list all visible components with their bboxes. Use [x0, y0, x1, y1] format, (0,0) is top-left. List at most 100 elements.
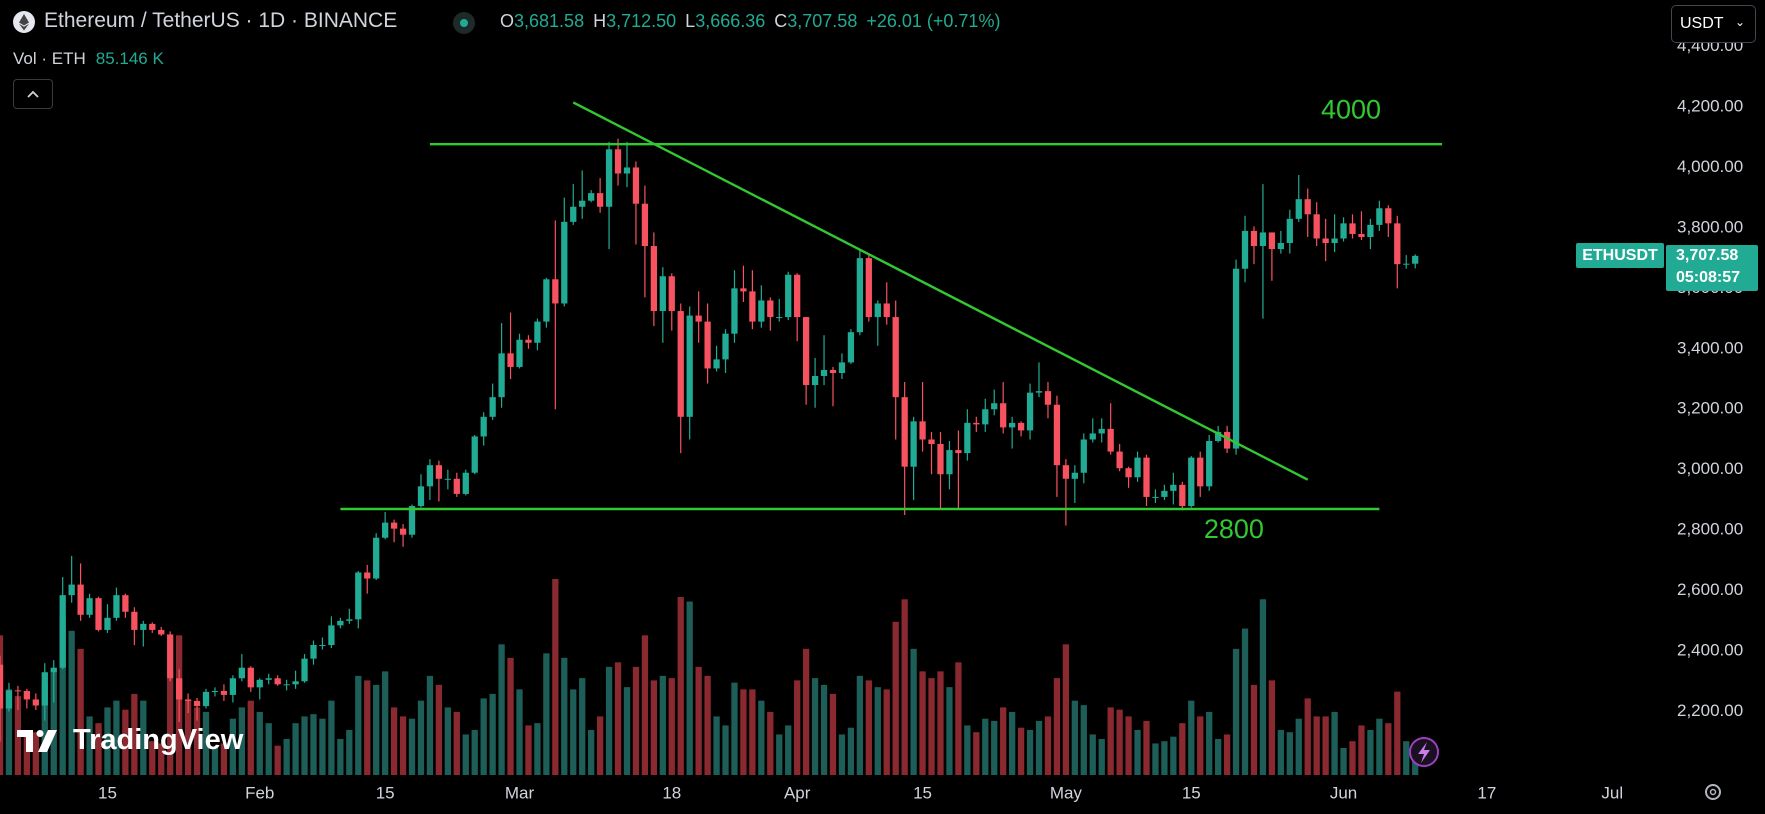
candle-body	[588, 193, 595, 201]
candle-body	[1358, 233, 1365, 237]
volume-value: 85.146 K	[95, 49, 164, 68]
volume-bar	[749, 689, 756, 775]
volume-bar	[1071, 700, 1078, 775]
volume-bar	[1412, 755, 1419, 775]
status-dot	[460, 19, 468, 27]
lightning-button[interactable]	[1409, 737, 1439, 767]
candle-body	[1277, 243, 1284, 250]
volume-bar	[1232, 648, 1240, 775]
candle-body	[1241, 230, 1249, 269]
candle-body	[614, 149, 622, 174]
candle-body	[319, 645, 326, 647]
candle-body	[525, 339, 532, 343]
candle-body	[95, 598, 102, 630]
x-tick-label: 17	[1477, 783, 1496, 802]
ethereum-icon	[12, 10, 36, 39]
volume-bar	[829, 693, 837, 775]
volume-bar	[489, 693, 496, 775]
volume-bar	[928, 678, 935, 775]
candle-body	[1232, 268, 1240, 449]
volume-bar	[534, 723, 541, 775]
volume-bar	[1161, 741, 1168, 775]
candle-body	[1134, 457, 1141, 478]
x-tick-label: 18	[662, 783, 681, 802]
candle-body	[1107, 428, 1114, 452]
y-tick-label: 3,400.00	[1677, 338, 1743, 357]
volume-bar	[1197, 716, 1204, 775]
chevron-path	[27, 90, 39, 98]
volume-bar	[901, 599, 908, 775]
volume-layer	[0, 578, 1419, 775]
collapse-button[interactable]	[13, 79, 53, 109]
volume-bar	[588, 729, 595, 775]
volume-bar	[1295, 718, 1302, 775]
volume-bar	[68, 630, 75, 775]
symbol-title[interactable]: Ethereum / TetherUS · 1D · BINANCE	[44, 9, 398, 32]
volume-bar	[1098, 738, 1105, 775]
candle-body	[1268, 232, 1276, 250]
volume-bar	[516, 689, 523, 775]
candle-body	[820, 369, 828, 377]
volume-bar	[659, 675, 666, 775]
candle-body	[1125, 468, 1132, 478]
candle-body	[489, 397, 496, 417]
candle-body	[534, 321, 541, 343]
lightning-icon	[1418, 742, 1430, 763]
volume-bar	[883, 689, 890, 775]
gear-hub	[1709, 788, 1717, 796]
volume-bar	[480, 698, 487, 775]
candle-body	[229, 678, 237, 695]
candle-body	[946, 450, 953, 475]
volume-bar	[158, 743, 165, 775]
volume-legend: Vol · ETH 85.146 K	[13, 49, 164, 69]
volume-bar	[1286, 732, 1293, 775]
candle-body	[444, 478, 451, 480]
volume-bar	[847, 727, 855, 775]
candle-body	[1331, 238, 1338, 244]
candle-body	[1089, 433, 1096, 440]
volume-bar	[632, 666, 640, 775]
change: +26.01 (+0.71%)	[866, 11, 1001, 31]
candle-body	[1349, 223, 1356, 234]
volume-bar	[50, 671, 57, 775]
volume-bar	[462, 734, 469, 775]
settings-button[interactable]	[1705, 784, 1721, 800]
gear-ring	[1705, 784, 1721, 800]
candle-body	[274, 678, 281, 685]
currency-select[interactable]: USDT ⌄	[1671, 5, 1756, 43]
candle-body	[561, 221, 568, 304]
candle-body	[1250, 230, 1258, 247]
market-status[interactable]	[452, 11, 476, 40]
candle-body	[140, 623, 147, 630]
volume-bar	[1053, 678, 1061, 775]
volume-bar	[104, 707, 111, 775]
volume-bar	[704, 675, 711, 775]
volume-bar	[337, 738, 344, 775]
volume-bar	[1215, 738, 1222, 775]
volume-bar	[1125, 716, 1132, 775]
volume-bar	[865, 680, 872, 775]
candle-body	[471, 436, 478, 473]
volume-bar	[1089, 734, 1096, 775]
candle-body	[695, 315, 702, 322]
candle-body	[346, 619, 353, 621]
candle-body	[435, 465, 443, 479]
tv-mark-t	[17, 730, 33, 752]
volume-bar	[596, 716, 604, 775]
caret: ⌄	[1734, 15, 1745, 29]
volume-bar	[919, 671, 926, 775]
candle-body	[59, 595, 66, 668]
candle-body	[543, 279, 550, 322]
candle-body	[928, 439, 935, 445]
line-label: 2800	[1204, 514, 1264, 544]
volume-bar	[301, 716, 308, 775]
candle-body	[1035, 391, 1043, 393]
volume-bar	[776, 734, 783, 775]
volume-bar	[202, 711, 210, 775]
candle-body	[1000, 403, 1007, 428]
brand-logo[interactable]: TradingView	[17, 724, 243, 758]
candle-body	[14, 690, 22, 692]
ohlc-key: H	[593, 11, 607, 31]
candle-body	[632, 167, 640, 204]
